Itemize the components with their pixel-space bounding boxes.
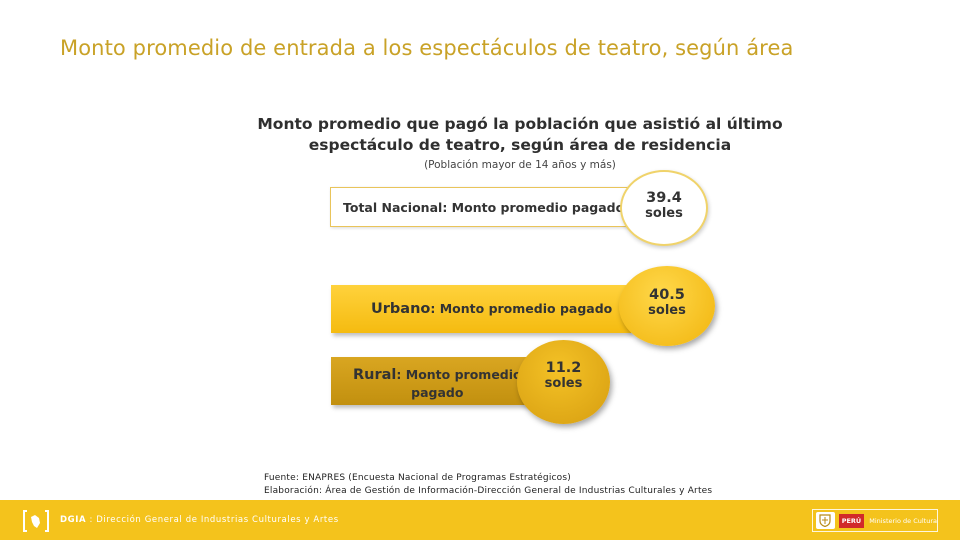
bar-label-rural: Rural: Monto promedio pagado xyxy=(353,366,522,402)
unit-urbano: soles xyxy=(648,303,686,318)
footer-caption: DGIA : Dirección General de Industrias C… xyxy=(60,515,339,525)
value-total-nacional: 39.4 xyxy=(646,190,682,206)
bar-label-urbano: Urbano: Monto promedio pagado xyxy=(371,301,612,317)
source-line: Fuente: ENAPRES (Encuesta Nacional de Pr… xyxy=(264,473,571,483)
bar-total-nacional: Total Nacional: Monto promedio pagado xyxy=(330,187,640,227)
bar-label-rural-line-1: Rural: Monto promedio xyxy=(353,366,522,384)
chart-title: Monto promedio que pagó la población que… xyxy=(250,114,790,156)
bar-label-total-nacional: Total Nacional: Monto promedio pagado xyxy=(343,200,624,215)
elaboration-line: Elaboración: Área de Gestión de Informac… xyxy=(264,485,713,496)
bar-rural: Rural: Monto promedio pagado xyxy=(331,357,531,405)
value-circle-total-nacional: 39.4 soles xyxy=(620,170,708,246)
chart-title-line-1: Monto promedio que pagó la población que… xyxy=(257,115,783,133)
unit-rural: soles xyxy=(544,376,583,391)
unit-total-nacional: soles xyxy=(645,206,683,221)
slide-title: Monto promedio de entrada a los espectác… xyxy=(60,36,794,60)
chart-subtitle: (Población mayor de 14 años y más) xyxy=(424,159,616,171)
bracket-logo-icon xyxy=(23,510,49,532)
footer-bar: DGIA : Dirección General de Industrias C… xyxy=(0,500,960,540)
ministry-logo: PERÚ Ministerio de Cultura xyxy=(812,509,938,532)
peru-badge: PERÚ xyxy=(838,513,865,528)
footer-abbr: DGIA xyxy=(60,515,87,525)
footer-text: : Dirección General de Industrias Cultur… xyxy=(86,515,339,525)
category-label-rest: : Monto promedio pagado xyxy=(442,200,625,215)
source-note: Fuente: ENAPRES (Encuesta Nacional de Pr… xyxy=(264,472,712,497)
bar-label-rural-line-2: pagado xyxy=(411,385,464,400)
category-label-rest: : Monto promedio pagado xyxy=(430,301,613,316)
bar-urbano: Urbano: Monto promedio pagado xyxy=(331,285,631,333)
chart-title-line-2: espectáculo de teatro, según área de res… xyxy=(308,136,732,154)
value-circle-rural: 11.2 soles xyxy=(517,340,610,424)
national-shield-icon xyxy=(816,512,835,529)
category-name: Total Nacional xyxy=(343,200,443,215)
category-label-rest: : Monto promedio xyxy=(396,367,522,382)
category-name: Urbano xyxy=(371,301,431,317)
value-circle-urbano: 40.5 soles xyxy=(619,266,715,346)
ministry-name: Ministerio de Cultura xyxy=(869,516,937,525)
category-name: Rural xyxy=(353,367,397,383)
value-urbano: 40.5 xyxy=(649,287,685,303)
value-rural: 11.2 xyxy=(545,360,582,376)
